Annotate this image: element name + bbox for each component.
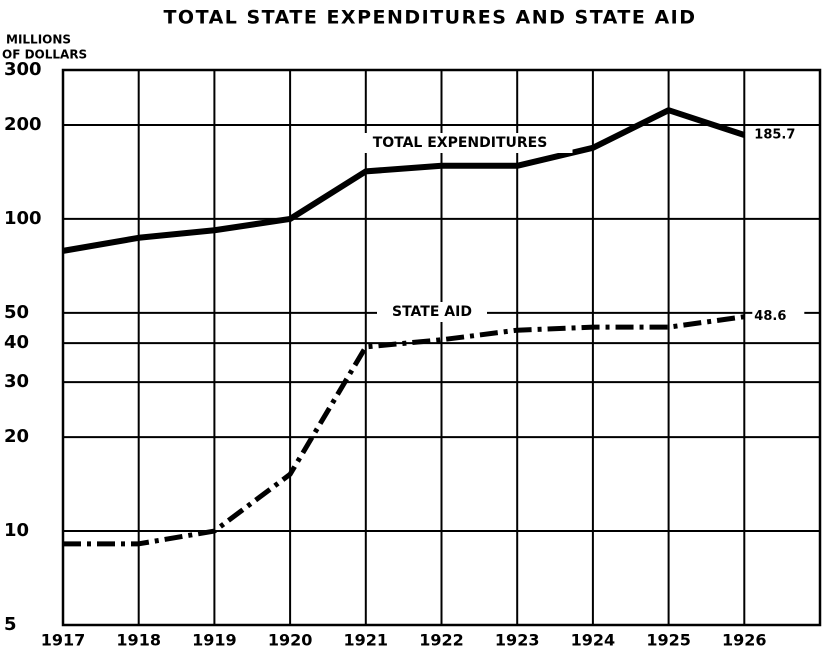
y-tick-label: 100 [4,208,42,229]
y-tick-label: 30 [4,371,29,392]
label-bg [752,126,805,145]
data-label: 185.7 [754,128,795,143]
y-tick-label: 300 [4,59,42,80]
x-tick-label: 1917 [41,631,86,650]
series-label: TOTAL EXPENDITURES [373,135,548,151]
x-tick-label: 1919 [192,631,237,650]
chart-title: TOTAL STATE EXPENDITURES AND STATE AID [163,7,696,29]
y-tick-label: 200 [4,114,42,135]
data-label: 48.6 [754,309,786,324]
series-label: STATE AID [392,304,472,320]
x-tick-label: 1924 [571,631,616,650]
y-axis-label: OF DOLLARS [2,48,87,62]
y-tick-label: 5 [4,614,17,635]
x-tick-label: 1926 [722,631,767,650]
x-tick-label: 1922 [419,631,464,650]
series-line [62,107,746,254]
y-tick-label: 10 [4,520,29,541]
x-tick-label: 1920 [268,631,313,650]
plot-frame [61,68,822,627]
x-tick-label: 1923 [495,631,540,650]
y-axis-label: MILLIONS [6,33,71,47]
x-tick-label: 1921 [344,631,389,650]
y-tick-label: 40 [4,332,29,353]
x-tick-label: 1925 [646,631,691,650]
y-tick-label: 20 [4,426,29,447]
label-bg [347,133,573,153]
label-bg [752,307,805,326]
series-line [63,314,745,547]
label-bg [377,302,487,322]
x-tick-label: 1918 [116,631,161,650]
y-tick-label: 50 [4,302,29,323]
